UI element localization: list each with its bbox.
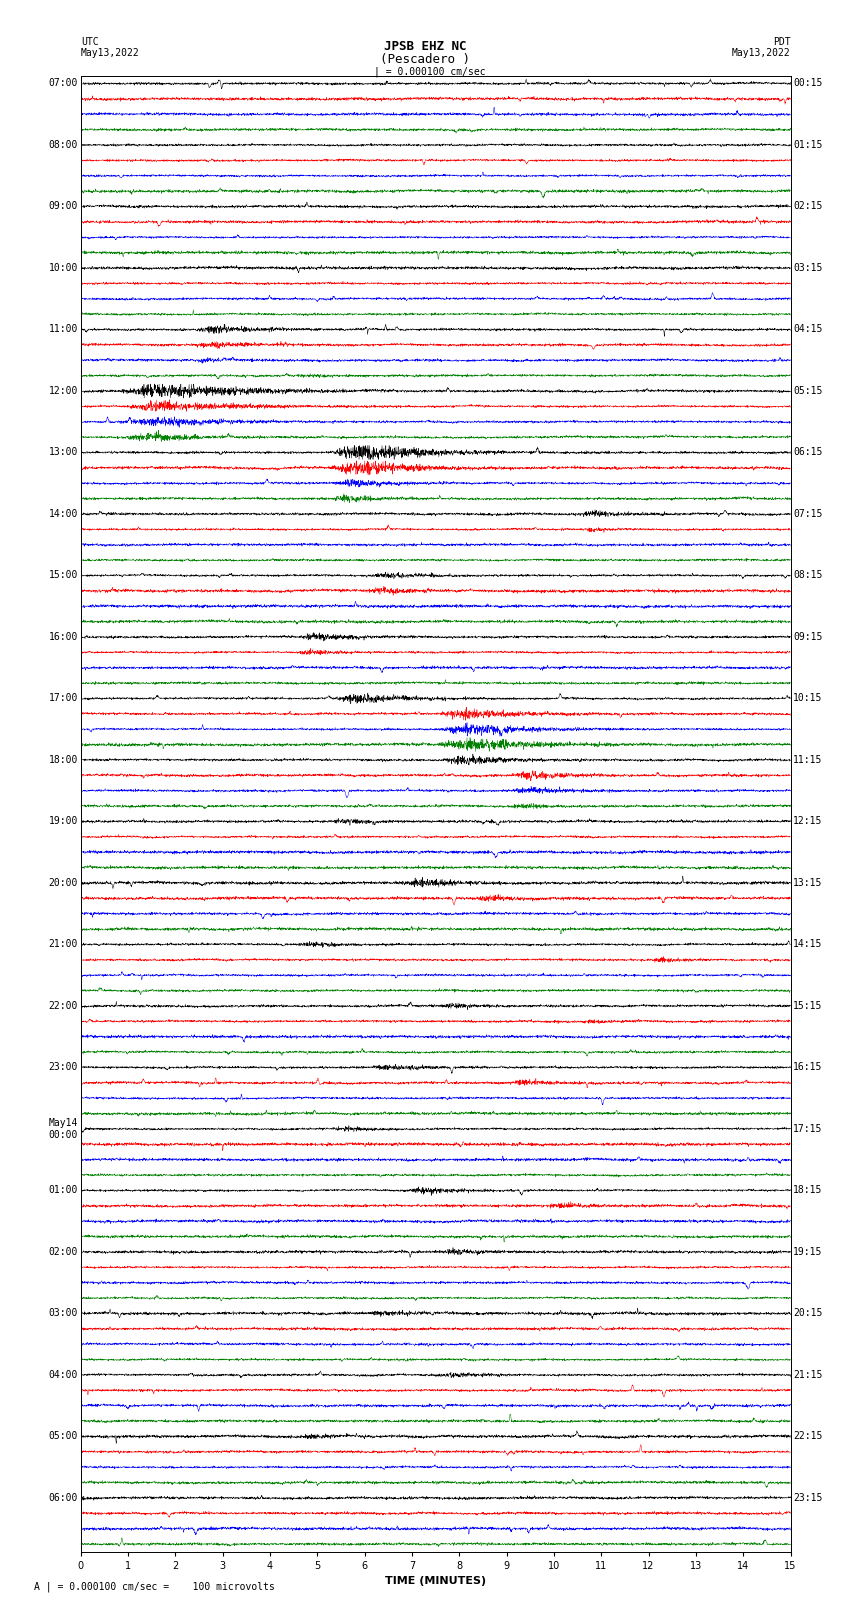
Text: May13,2022: May13,2022 — [732, 48, 791, 58]
Text: JPSB EHZ NC: JPSB EHZ NC — [383, 40, 467, 53]
Text: A | = 0.000100 cm/sec =    100 microvolts: A | = 0.000100 cm/sec = 100 microvolts — [34, 1581, 275, 1592]
Text: PDT: PDT — [773, 37, 790, 47]
Text: | = 0.000100 cm/sec: | = 0.000100 cm/sec — [374, 66, 485, 77]
Text: May13,2022: May13,2022 — [81, 48, 139, 58]
X-axis label: TIME (MINUTES): TIME (MINUTES) — [385, 1576, 486, 1586]
Text: (Pescadero ): (Pescadero ) — [380, 53, 470, 66]
Text: UTC: UTC — [81, 37, 99, 47]
